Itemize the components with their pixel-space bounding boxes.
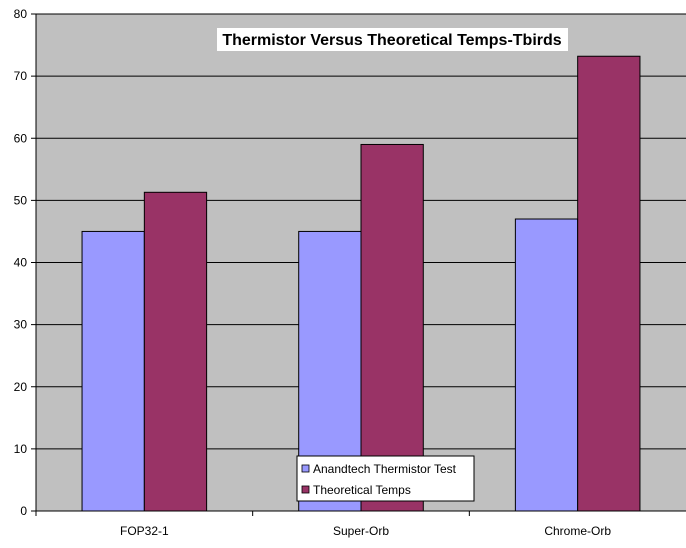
y-tick-label: 60 (14, 131, 28, 145)
legend-label-theoretical: Theoretical Temps (313, 483, 411, 497)
bars (81, 55, 641, 512)
legend-swatch-anandtech (301, 464, 310, 473)
x-tick-label: FOP32-1 (120, 524, 169, 538)
chart-title-background (217, 28, 568, 51)
y-tick-label: 80 (14, 7, 28, 21)
bar-theoretical-2 (577, 55, 641, 512)
chart-title-group: Thermistor Versus Theoretical Temps-Tbir… (217, 28, 568, 51)
y-tick-label: 10 (14, 442, 28, 456)
legend-box (296, 455, 475, 502)
bar-anandtech-0 (81, 230, 145, 512)
bar-theoretical-0 (143, 191, 208, 512)
legend-swatch-theoretical (301, 485, 310, 494)
y-tick-labels: 0 10 20 30 40 50 60 70 80 (14, 7, 28, 518)
chart-title: Thermistor Versus Theoretical Temps-Tbir… (222, 32, 561, 49)
y-tick-label: 30 (14, 318, 28, 332)
y-tick-label: 40 (14, 256, 28, 270)
legend-label-anandtech: Anandtech Thermistor Test (313, 462, 457, 476)
y-tick-label: 50 (14, 193, 28, 207)
axes (31, 13, 686, 516)
x-tick-labels: FOP32-1 Super-Orb Chrome-Orb (120, 524, 611, 538)
bar-anandtech-2 (514, 218, 579, 512)
bar-theoretical-1 (360, 143, 424, 512)
y-tick-label: 70 (14, 69, 28, 83)
legend: Anandtech Thermistor Test Theoretical Te… (296, 455, 475, 502)
x-tick-label: Chrome-Orb (544, 524, 611, 538)
x-tick-label: Super-Orb (333, 524, 389, 538)
y-tick-label: 20 (14, 380, 28, 394)
y-tick-label: 0 (20, 504, 27, 518)
